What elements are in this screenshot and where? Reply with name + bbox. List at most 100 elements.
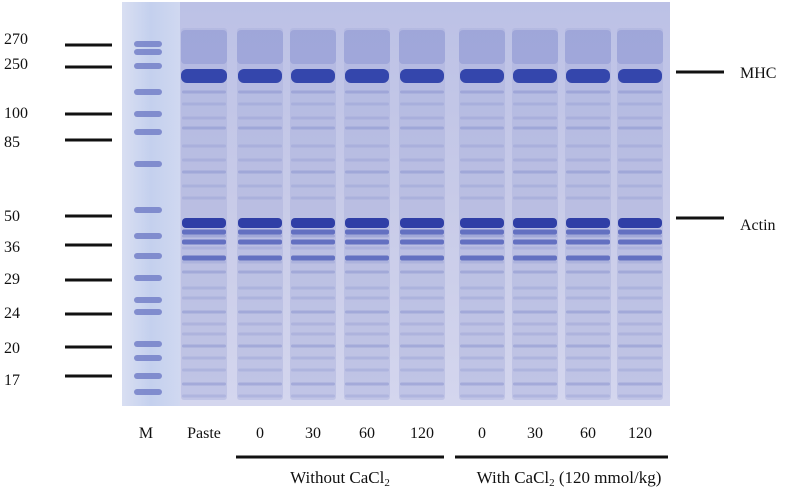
faint-band (400, 332, 444, 336)
band-label-mhc: MHC (740, 65, 777, 82)
faint-band (345, 234, 389, 238)
faint-band (618, 196, 662, 200)
lane-label: 30 (527, 425, 543, 442)
faint-band (618, 310, 662, 314)
faint-band (460, 344, 504, 348)
faint-band (291, 332, 335, 336)
faint-band (618, 116, 662, 120)
lane-smear (290, 28, 336, 400)
faint-band (238, 270, 282, 274)
lane-top-smear (565, 30, 611, 64)
faint-band (182, 382, 226, 386)
faint-band (460, 296, 504, 300)
mid-band (291, 229, 335, 235)
faint-band (566, 234, 610, 238)
faint-band (291, 158, 335, 162)
faint-band (400, 102, 444, 106)
faint-band (400, 382, 444, 386)
faint-band (345, 394, 389, 398)
faint-band (618, 144, 662, 148)
faint-band (238, 116, 282, 120)
faint-band (238, 310, 282, 314)
lane-label: 60 (359, 425, 375, 442)
mid-band (182, 239, 226, 245)
faint-band (182, 196, 226, 200)
faint-band (513, 116, 557, 120)
marker-weight-label: 20 (4, 340, 20, 357)
lane-smear (459, 28, 505, 400)
mhc-band (566, 69, 610, 83)
faint-band (513, 368, 557, 372)
faint-band (182, 260, 226, 264)
faint-band (291, 234, 335, 238)
mhc-band (400, 69, 444, 83)
lane-label: 0 (256, 425, 264, 442)
faint-band (460, 116, 504, 120)
faint-band (618, 126, 662, 130)
lane-top-smear (290, 30, 336, 64)
marker-weight-label: 36 (4, 239, 20, 256)
mhc-band (291, 69, 335, 83)
ladder-band (134, 373, 162, 379)
faint-band (291, 296, 335, 300)
faint-band (345, 260, 389, 264)
faint-band (460, 126, 504, 130)
lane-label: Paste (187, 425, 221, 442)
faint-band (238, 368, 282, 372)
faint-band (182, 368, 226, 372)
ladder-band (134, 49, 162, 55)
marker-region (122, 2, 180, 406)
lane-label: 30 (305, 425, 321, 442)
mid-band (618, 229, 662, 235)
faint-band (618, 296, 662, 300)
faint-band (182, 246, 226, 250)
faint-band (618, 260, 662, 264)
faint-band (400, 126, 444, 130)
faint-band (400, 394, 444, 398)
faint-band (345, 368, 389, 372)
faint-band (618, 344, 662, 348)
faint-band (291, 170, 335, 174)
faint-band (400, 234, 444, 238)
faint-band (345, 296, 389, 300)
faint-band (400, 344, 444, 348)
faint-band (400, 296, 444, 300)
faint-band (345, 158, 389, 162)
faint-band (182, 322, 226, 326)
faint-band (291, 102, 335, 106)
marker-weight-label: 85 (4, 134, 20, 151)
faint-band (400, 196, 444, 200)
faint-band (238, 286, 282, 290)
faint-band (238, 356, 282, 360)
faint-band (566, 126, 610, 130)
lane-smear (512, 28, 558, 400)
ladder-band (134, 41, 162, 47)
lane-top-smear (399, 30, 445, 64)
faint-band (400, 144, 444, 148)
lane-smear (237, 28, 283, 400)
faint-band (460, 158, 504, 162)
lane-top-smear (512, 30, 558, 64)
faint-band (618, 322, 662, 326)
faint-band (460, 196, 504, 200)
faint-band (291, 394, 335, 398)
actin-band (238, 218, 282, 228)
mhc-band (460, 69, 504, 83)
faint-band (618, 382, 662, 386)
actin-band (513, 218, 557, 228)
faint-band (182, 126, 226, 130)
mid-band (238, 255, 282, 261)
faint-band (182, 344, 226, 348)
faint-band (291, 310, 335, 314)
faint-band (291, 344, 335, 348)
group-label-without-cacl2: Without CaCl2 (290, 468, 390, 490)
faint-band (345, 382, 389, 386)
faint-band (618, 234, 662, 238)
faint-band (182, 102, 226, 106)
lane-top-smear (181, 30, 227, 64)
ladder-band (134, 161, 162, 167)
lane-smear (344, 28, 390, 400)
faint-band (618, 368, 662, 372)
faint-band (182, 296, 226, 300)
faint-band (460, 382, 504, 386)
